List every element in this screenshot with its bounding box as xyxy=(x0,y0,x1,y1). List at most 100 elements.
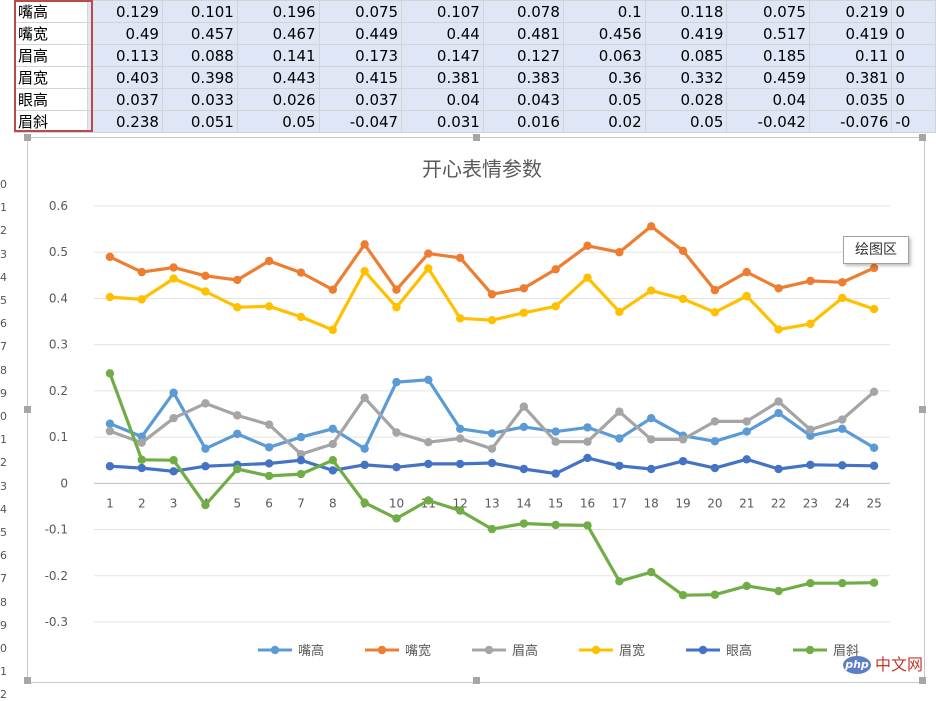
plot-area-tooltip: 绘图区 xyxy=(843,236,909,264)
value-cell[interactable]: 0.443 xyxy=(236,66,320,89)
value-cell[interactable]: 0.04 xyxy=(726,88,810,111)
value-cell[interactable]: 0.113 xyxy=(87,44,163,67)
value-cell[interactable]: 0.075 xyxy=(318,0,403,23)
value-cell[interactable]: 0.1 xyxy=(562,0,646,23)
value-cell[interactable]: 0.185 xyxy=(726,44,810,67)
value-cell[interactable]: 0.028 xyxy=(644,88,728,111)
value-cell[interactable]: 0.016 xyxy=(482,110,564,133)
value-cell[interactable]: 0.196 xyxy=(236,0,320,23)
data-point xyxy=(137,432,146,441)
resize-handle[interactable] xyxy=(24,406,31,413)
value-cell[interactable]: 0.101 xyxy=(161,0,238,23)
value-cell[interactable]: 0.415 xyxy=(318,66,403,89)
value-cell[interactable]: 0.419 xyxy=(808,22,893,45)
value-cell[interactable]: 0.04 xyxy=(401,88,484,111)
value-cell[interactable]: 0.051 xyxy=(161,110,238,133)
value-cell[interactable]: 0.037 xyxy=(318,88,403,111)
data-point xyxy=(424,375,433,384)
value-cell[interactable]: 0.107 xyxy=(401,0,484,23)
data-point xyxy=(869,461,879,470)
value-cell[interactable]: 0.11 xyxy=(808,44,893,67)
row-label-cell[interactable]: 嘴高 xyxy=(13,0,89,23)
value-cell[interactable]: 0.456 xyxy=(562,22,646,45)
value-cell[interactable]: 0.043 xyxy=(482,88,564,111)
value-cell[interactable]: 0.219 xyxy=(808,0,893,23)
value-cell[interactable]: 0.403 xyxy=(87,66,163,89)
value-cell[interactable]: 0.44 xyxy=(401,22,484,45)
value-cell[interactable]: 0.459 xyxy=(726,66,810,89)
value-cell[interactable]: 0.381 xyxy=(401,66,484,89)
value-cell[interactable]: 0.05 xyxy=(236,110,320,133)
row-label-cell[interactable]: 眉斜 xyxy=(13,110,89,133)
value-cell[interactable]: -0.076 xyxy=(808,110,893,133)
value-cell[interactable]: 0.141 xyxy=(236,44,320,67)
data-point xyxy=(105,369,115,378)
value-cell[interactable]: 0.127 xyxy=(482,44,564,67)
value-cell[interactable]: 0.147 xyxy=(401,44,484,67)
value-cell[interactable]: 0.035 xyxy=(808,88,893,111)
value-cell[interactable]: 0 xyxy=(891,66,936,89)
data-point xyxy=(806,425,815,434)
data-table[interactable]: 嘴高 0.129 0.101 0.196 0.075 0.107 0.078 0.1 0.118… xyxy=(13,0,936,133)
value-cell[interactable]: 0.457 xyxy=(161,22,238,45)
value-cell[interactable]: 0.238 xyxy=(87,110,163,133)
value-cell[interactable]: 0.398 xyxy=(161,66,238,89)
row-label-cell[interactable]: 眉宽 xyxy=(13,66,89,89)
data-point xyxy=(678,590,688,600)
value-cell[interactable]: 0.449 xyxy=(318,22,403,45)
resize-handle[interactable] xyxy=(24,677,31,684)
legend-label: 眉高 xyxy=(512,643,538,659)
value-cell[interactable]: 0.063 xyxy=(562,44,646,67)
value-cell[interactable]: -0.047 xyxy=(318,110,403,133)
x-tick-label: 5 xyxy=(233,496,241,510)
value-cell[interactable]: 0.419 xyxy=(644,22,728,45)
resize-handle[interactable] xyxy=(919,406,926,413)
data-point xyxy=(647,435,656,444)
value-cell[interactable]: 0.467 xyxy=(236,22,320,45)
value-cell[interactable]: 0.332 xyxy=(644,66,728,89)
value-cell[interactable]: -0.042 xyxy=(726,110,810,133)
value-cell[interactable]: 0.085 xyxy=(644,44,728,67)
value-cell[interactable]: 0.033 xyxy=(161,88,238,111)
data-point xyxy=(137,455,146,464)
value-cell[interactable]: 0 xyxy=(891,44,936,67)
y-tick-label: 0.6 xyxy=(49,199,68,213)
value-cell[interactable]: 0 xyxy=(891,22,936,45)
value-cell[interactable]: 0.088 xyxy=(161,44,238,67)
value-cell[interactable]: 0.05 xyxy=(644,110,728,133)
value-cell[interactable]: 0.078 xyxy=(482,0,564,23)
value-cell[interactable]: 0.129 xyxy=(87,0,163,23)
value-cell[interactable]: 0.037 xyxy=(87,88,163,111)
chart-area[interactable]: 开心表情参数 0.6 0.5 0.4 0.3 0.2 0.1 0 -0.1 -0.2 -0.3 1 2 3… xyxy=(24,134,926,684)
value-cell[interactable]: 0.36 xyxy=(562,66,646,89)
value-cell[interactable]: 0.383 xyxy=(482,66,564,89)
row-label-cell[interactable]: 眼高 xyxy=(13,88,89,111)
value-cell[interactable]: 0.381 xyxy=(808,66,893,89)
data-point xyxy=(169,388,178,397)
data-point xyxy=(615,577,624,586)
resize-handle[interactable] xyxy=(473,134,480,141)
value-cell[interactable]: 0.075 xyxy=(726,0,810,23)
data-point xyxy=(455,506,465,515)
row-number: 5 xyxy=(0,526,7,539)
resize-handle[interactable] xyxy=(919,677,926,684)
value-cell[interactable]: 0.02 xyxy=(562,110,646,133)
value-cell[interactable]: 0.031 xyxy=(401,110,484,133)
data-point xyxy=(487,458,497,468)
resize-handle[interactable] xyxy=(24,134,31,141)
value-cell[interactable]: -0 xyxy=(891,110,936,133)
value-cell[interactable]: 0.49 xyxy=(87,22,163,45)
value-cell[interactable]: 0.05 xyxy=(562,88,646,111)
row-label-cell[interactable]: 嘴宽 xyxy=(13,22,89,45)
value-cell[interactable]: 0.517 xyxy=(726,22,810,45)
value-cell[interactable]: 0.026 xyxy=(236,88,320,111)
data-point xyxy=(328,466,337,475)
row-label-cell[interactable]: 眉高 xyxy=(13,44,89,67)
value-cell[interactable]: 0.481 xyxy=(482,22,564,45)
value-cell[interactable]: 0.118 xyxy=(644,0,728,23)
value-cell[interactable]: 0 xyxy=(891,88,936,111)
value-cell[interactable]: 0 xyxy=(891,0,936,23)
resize-handle[interactable] xyxy=(919,134,926,141)
resize-handle[interactable] xyxy=(473,677,480,684)
value-cell[interactable]: 0.173 xyxy=(318,44,403,67)
